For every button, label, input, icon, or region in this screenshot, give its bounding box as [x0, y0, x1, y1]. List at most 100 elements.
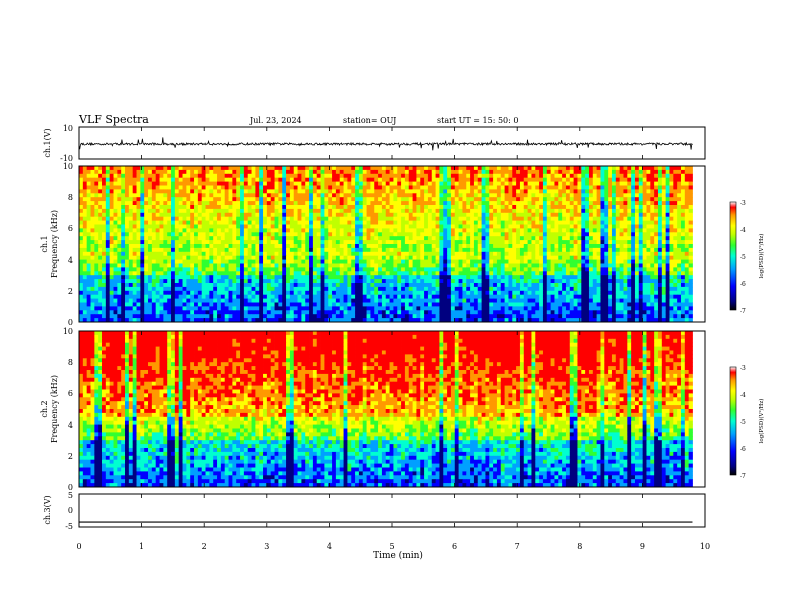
spectrogram-cell — [293, 212, 298, 218]
spectrogram-cell — [282, 212, 287, 218]
spectrogram-cell — [209, 279, 214, 284]
spectrogram-cell — [190, 169, 195, 175]
spectrogram-cell — [247, 208, 252, 214]
spectrogram-cell — [611, 173, 617, 179]
spectrogram-cell — [450, 244, 456, 249]
spectrogram-cell — [516, 212, 521, 218]
spectrogram-cell — [178, 193, 183, 198]
spectrogram-cell — [558, 255, 563, 260]
spectrogram-cell — [362, 279, 367, 284]
spectrogram-cell — [132, 216, 137, 221]
spectrogram-cell — [527, 240, 532, 245]
spectrogram-cell — [638, 197, 644, 202]
spectrogram-cell — [182, 205, 187, 210]
spectrogram-cell — [278, 224, 283, 229]
spectrogram-cell — [128, 201, 134, 206]
spectrogram-cell — [619, 244, 624, 249]
spectrogram-cell — [136, 193, 141, 198]
spectrogram-cell — [420, 201, 425, 206]
spectrogram-cell — [278, 251, 283, 257]
spectrogram-cell — [305, 166, 310, 171]
spectrogram-cell — [320, 185, 325, 190]
spectrogram-cell — [167, 189, 172, 194]
spectrogram-cell — [489, 279, 494, 284]
spectrogram-cell — [608, 208, 613, 214]
spectrogram-cell — [309, 259, 314, 264]
spectrogram-cell — [121, 212, 126, 218]
spectrogram-cell — [374, 232, 379, 237]
spectrogram-cell — [98, 228, 103, 233]
spectrogram-cell — [477, 255, 482, 260]
spectrogram-cell — [163, 259, 168, 264]
spectrogram-cell — [335, 247, 341, 253]
spectrogram-cell — [581, 255, 586, 260]
spectrogram-cell — [416, 283, 421, 288]
spectrogram-cell — [661, 283, 667, 288]
spectrogram-cell — [619, 185, 624, 190]
spectrogram-cell — [642, 240, 647, 245]
spectrogram-cell — [259, 197, 264, 202]
spectrogram-cell — [224, 212, 229, 218]
spectrogram-cell — [435, 255, 440, 260]
spectrogram-cell — [573, 216, 578, 221]
spectrogram-cell — [634, 181, 640, 186]
spectrogram-cell — [531, 228, 536, 233]
spectrogram-cell — [516, 236, 521, 241]
spectrogram-cell — [94, 228, 99, 233]
spectrogram-cell — [243, 181, 249, 186]
spectrogram-cell — [105, 279, 111, 284]
spectrogram-cell — [615, 189, 621, 194]
spectrogram-cell — [619, 267, 624, 272]
spectrogram-cell — [224, 271, 229, 276]
spectrogram-cell — [650, 236, 655, 241]
spectrogram-cell — [481, 275, 486, 280]
spectrogram-cell — [516, 173, 521, 179]
spectrogram-cell — [650, 177, 655, 182]
spectrogram-cell — [217, 169, 222, 175]
spectrogram-cell — [516, 208, 521, 214]
spectrogram-cell — [151, 197, 157, 202]
spectrogram-cell — [654, 283, 659, 288]
spectrogram-cell — [665, 205, 670, 210]
spectrogram-cell — [562, 189, 567, 194]
spectrogram-cell — [293, 189, 298, 194]
spectrogram-cell — [366, 271, 371, 276]
spectrogram-cell — [301, 263, 306, 268]
spectrogram-cell — [542, 275, 548, 280]
spectrogram-cell — [312, 208, 318, 214]
spectrogram-cell — [178, 244, 183, 249]
spectrogram-cell — [286, 208, 291, 214]
spectrogram-cell — [408, 240, 413, 245]
spectrogram-cell — [255, 169, 260, 175]
spectrogram-cell — [535, 236, 540, 241]
spectrogram-cell — [393, 275, 398, 280]
spectrogram-cell — [496, 275, 502, 280]
spectrogram-cell — [504, 244, 509, 249]
spectrogram-cell — [600, 201, 605, 206]
spectrogram-cell — [320, 216, 325, 221]
spectrogram-cell — [186, 208, 191, 214]
spectrogram-cell — [634, 263, 640, 268]
spectrogram-cell — [638, 283, 644, 288]
spectrogram-cell — [293, 263, 298, 268]
spectrogram-cell — [397, 205, 402, 210]
spectrogram-cell — [128, 193, 134, 198]
spectrogram-cell — [148, 173, 153, 179]
spectrogram-cell — [454, 228, 459, 233]
spectrogram-cell — [673, 279, 678, 284]
spectrogram-cell — [136, 181, 141, 186]
spectrogram-cell — [458, 247, 463, 253]
spectrogram-cell — [282, 193, 287, 198]
spectrogram-cell — [493, 279, 498, 284]
spectrogram-cell — [519, 232, 525, 237]
spectrogram-cell — [155, 177, 160, 182]
spectrogram-cell — [339, 220, 344, 225]
spectrogram-cell — [190, 173, 195, 179]
spectrogram-cell — [121, 216, 126, 221]
spectrogram-cell — [274, 232, 279, 237]
spectrogram-cell — [255, 224, 260, 229]
spectrogram-cell — [263, 263, 268, 268]
spectrogram-cell — [109, 197, 114, 202]
spectrogram-cell — [493, 220, 498, 225]
spectrogram-cell — [688, 181, 693, 186]
